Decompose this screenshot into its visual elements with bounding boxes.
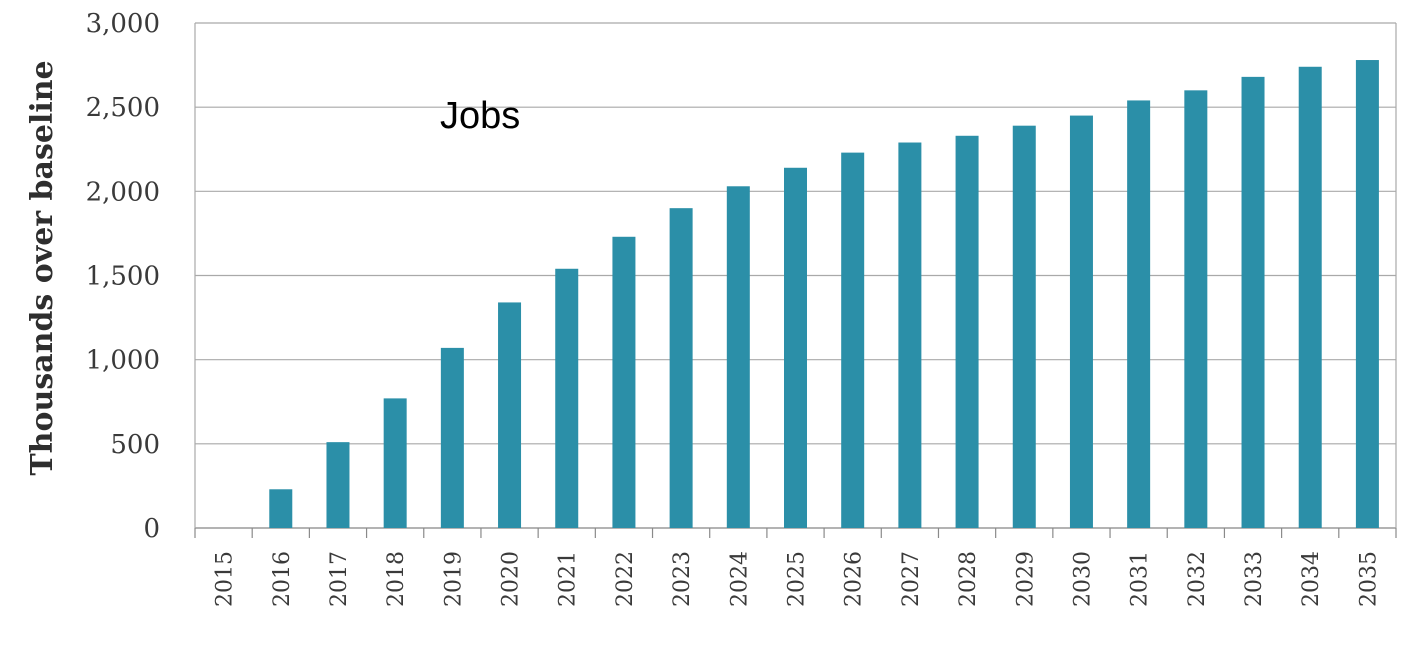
bar xyxy=(1241,76,1265,528)
x-tick-label: 2029 xyxy=(1013,551,1038,607)
bar xyxy=(498,302,522,528)
y-axis-title: Thousands over baseline xyxy=(25,60,60,475)
bar xyxy=(1184,90,1208,528)
bar xyxy=(669,208,693,528)
bar xyxy=(955,135,979,529)
bar xyxy=(726,186,750,529)
x-tick-label: 2023 xyxy=(670,551,695,607)
bar xyxy=(898,142,922,528)
x-tick-label: 2032 xyxy=(1185,551,1210,607)
y-tick-label: 1,000 xyxy=(86,346,160,376)
x-tick-label: 2031 xyxy=(1128,551,1153,607)
x-tick-label: 2025 xyxy=(785,551,810,607)
x-tick-label: 2021 xyxy=(556,551,581,607)
y-tick-label: 2,000 xyxy=(86,177,160,207)
bar xyxy=(555,268,579,528)
x-tick-label: 2033 xyxy=(1242,551,1267,607)
y-tick-label: 500 xyxy=(110,430,160,460)
bar xyxy=(784,167,807,528)
x-tick-label: 2026 xyxy=(842,551,867,607)
bar xyxy=(1069,115,1093,528)
x-tick-label: 2034 xyxy=(1299,551,1324,607)
x-tick-label: 2024 xyxy=(727,551,752,607)
y-tick-label: 2,500 xyxy=(86,93,160,123)
x-tick-label: 2019 xyxy=(441,551,466,607)
bar xyxy=(1355,60,1379,529)
bar xyxy=(383,398,407,528)
x-axis: 2015 2016 2017 2018 2019 2020 2021 2022 2023 2024… xyxy=(194,528,1397,607)
x-tick-label: 2027 xyxy=(899,551,924,607)
x-tick-label: 2030 xyxy=(1070,551,1095,607)
bar xyxy=(841,152,865,528)
x-tick-label: 2017 xyxy=(327,551,352,607)
y-axis: 0 500 1,000 1,500 2,000 2,500 3,000 xyxy=(86,9,160,544)
bar xyxy=(612,236,636,529)
bar xyxy=(269,489,293,528)
bar xyxy=(326,442,350,528)
x-tick-label: 2020 xyxy=(499,551,524,607)
bar xyxy=(1127,100,1151,528)
bar xyxy=(1012,125,1036,528)
bar xyxy=(440,347,464,528)
y-tick-label: 3,000 xyxy=(86,9,160,39)
y-tick-label: 1,500 xyxy=(86,262,160,292)
bar xyxy=(1298,66,1322,529)
x-tick-label: 2018 xyxy=(384,551,409,607)
x-tick-label: 2028 xyxy=(956,551,981,607)
x-tick-label: 2035 xyxy=(1356,551,1381,607)
x-tick-label: 2016 xyxy=(270,551,295,607)
x-tick-label: 2015 xyxy=(213,551,238,607)
chart-annotation: Jobs xyxy=(440,95,520,137)
y-tick-label: 0 xyxy=(143,514,160,544)
bar-series xyxy=(269,60,1379,529)
x-tick-label: 2022 xyxy=(613,551,638,607)
